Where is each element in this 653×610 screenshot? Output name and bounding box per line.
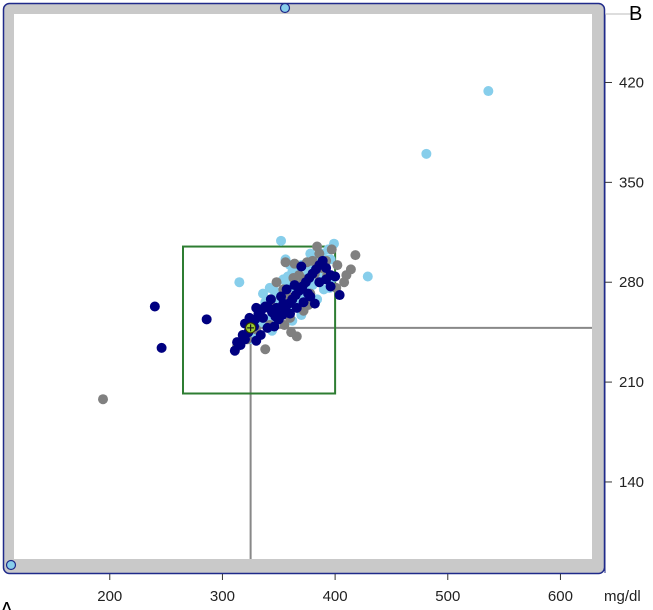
data-point bbox=[258, 288, 269, 299]
y-tick-label: 210 bbox=[619, 374, 644, 391]
data-point bbox=[269, 321, 280, 332]
x-axis-ticks: 200 300 400 500 600 bbox=[97, 574, 573, 605]
selection-box[interactable] bbox=[182, 245, 337, 395]
data-point bbox=[334, 290, 345, 301]
data-point bbox=[156, 342, 167, 353]
data-point bbox=[325, 281, 336, 292]
x-tick-label: 200 bbox=[97, 588, 122, 605]
y-tick-label: 140 bbox=[619, 474, 644, 491]
data-point bbox=[271, 302, 282, 313]
data-point bbox=[326, 244, 337, 255]
data-point bbox=[321, 262, 332, 273]
data-point bbox=[309, 298, 320, 309]
data-point bbox=[265, 294, 276, 305]
data-point bbox=[350, 250, 361, 261]
data-point bbox=[260, 344, 271, 355]
data-points bbox=[98, 86, 494, 405]
data-point bbox=[149, 301, 160, 312]
data-point bbox=[237, 330, 248, 341]
y-tick-label: 280 bbox=[619, 274, 644, 291]
series-3 bbox=[149, 255, 345, 356]
data-point bbox=[258, 312, 269, 323]
data-point bbox=[281, 284, 292, 295]
data-point bbox=[98, 394, 109, 405]
data-point bbox=[362, 271, 373, 282]
data-point bbox=[296, 261, 307, 272]
data-point bbox=[201, 314, 212, 325]
y-tick-label: 350 bbox=[619, 174, 644, 191]
corner-drag-handle[interactable] bbox=[5, 559, 17, 571]
data-point bbox=[271, 277, 282, 288]
data-point bbox=[421, 148, 432, 159]
x-tick-label: 400 bbox=[323, 588, 348, 605]
y-axis-corner-label: B bbox=[629, 3, 642, 25]
x-unit-label: mg/dl bbox=[604, 588, 641, 605]
x-tick-label: 300 bbox=[210, 588, 235, 605]
crosshair-marker[interactable] bbox=[245, 322, 257, 334]
data-point bbox=[285, 308, 296, 319]
data-point bbox=[314, 277, 325, 288]
y-tick-label: 420 bbox=[619, 74, 644, 91]
data-point bbox=[234, 277, 245, 288]
data-point bbox=[303, 288, 314, 299]
data-point bbox=[483, 86, 494, 97]
data-point bbox=[264, 282, 275, 293]
x-tick-label: 600 bbox=[548, 588, 573, 605]
data-point bbox=[291, 302, 302, 313]
data-point bbox=[289, 280, 300, 291]
data-point bbox=[276, 235, 287, 246]
data-point bbox=[332, 260, 343, 271]
y-axis-ticks: 140 210 280 350 420 bbox=[605, 74, 644, 491]
x-axis-corner-label: A bbox=[0, 599, 14, 610]
data-point bbox=[291, 331, 302, 342]
data-point bbox=[251, 302, 262, 313]
top-drag-handle[interactable] bbox=[279, 2, 291, 14]
data-point bbox=[276, 291, 287, 302]
data-point bbox=[232, 337, 243, 348]
data-point bbox=[251, 335, 262, 346]
x-tick-label: 500 bbox=[435, 588, 460, 605]
data-point bbox=[341, 270, 352, 281]
data-point bbox=[325, 270, 336, 281]
data-point bbox=[280, 257, 291, 268]
data-point bbox=[298, 297, 309, 308]
data-point bbox=[312, 241, 323, 252]
